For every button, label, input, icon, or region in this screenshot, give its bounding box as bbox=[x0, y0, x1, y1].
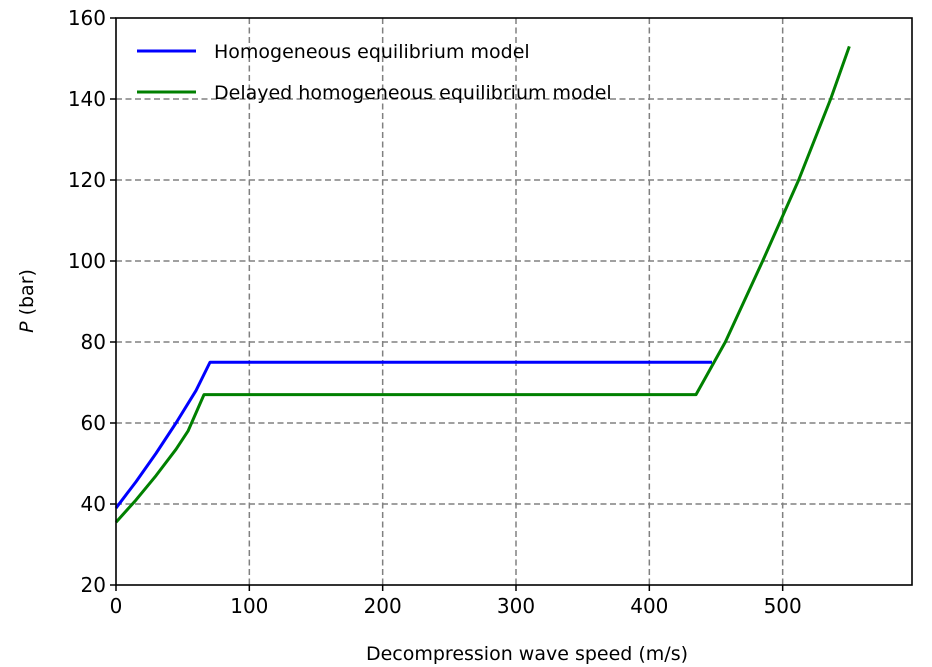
y-tick-label: 60 bbox=[81, 411, 106, 435]
x-tick-label: 400 bbox=[630, 594, 668, 618]
y-tick-label: 120 bbox=[68, 168, 106, 192]
y-tick-label: 140 bbox=[68, 87, 106, 111]
series-line-1 bbox=[114, 45, 851, 524]
x-axis-label: Decompression wave speed (m/s) bbox=[366, 643, 688, 665]
y-tick-label: 40 bbox=[81, 492, 106, 516]
legend: Homogeneous equilibrium model Delayed ho… bbox=[137, 41, 612, 104]
y-axis-label-unit: (bar) bbox=[16, 269, 38, 321]
plot-frame bbox=[115, 17, 913, 586]
x-tick-label: 500 bbox=[764, 594, 802, 618]
y-axis-label-symbol: P bbox=[16, 321, 38, 333]
y-tick-label: 160 bbox=[68, 6, 106, 30]
x-tick-label: 100 bbox=[230, 594, 268, 618]
y-tick-label: 100 bbox=[68, 249, 106, 273]
legend-label-dhem: Delayed homogeneous equilibrium model bbox=[214, 82, 612, 104]
y-axis-label: P (bar) bbox=[16, 269, 38, 333]
series-line-0 bbox=[114, 360, 712, 509]
y-tick-label: 20 bbox=[81, 573, 106, 597]
y-tick-label: 80 bbox=[81, 330, 106, 354]
x-tick-label: 0 bbox=[110, 594, 123, 618]
ticks: 0 100 200 300 400 500 20 40 60 80 100 120 140 160 bbox=[68, 6, 802, 618]
x-tick-label: 200 bbox=[364, 594, 402, 618]
series-lines bbox=[114, 45, 851, 524]
legend-label-hem: Homogeneous equilibrium model bbox=[214, 41, 530, 63]
x-tick-label: 300 bbox=[497, 594, 535, 618]
